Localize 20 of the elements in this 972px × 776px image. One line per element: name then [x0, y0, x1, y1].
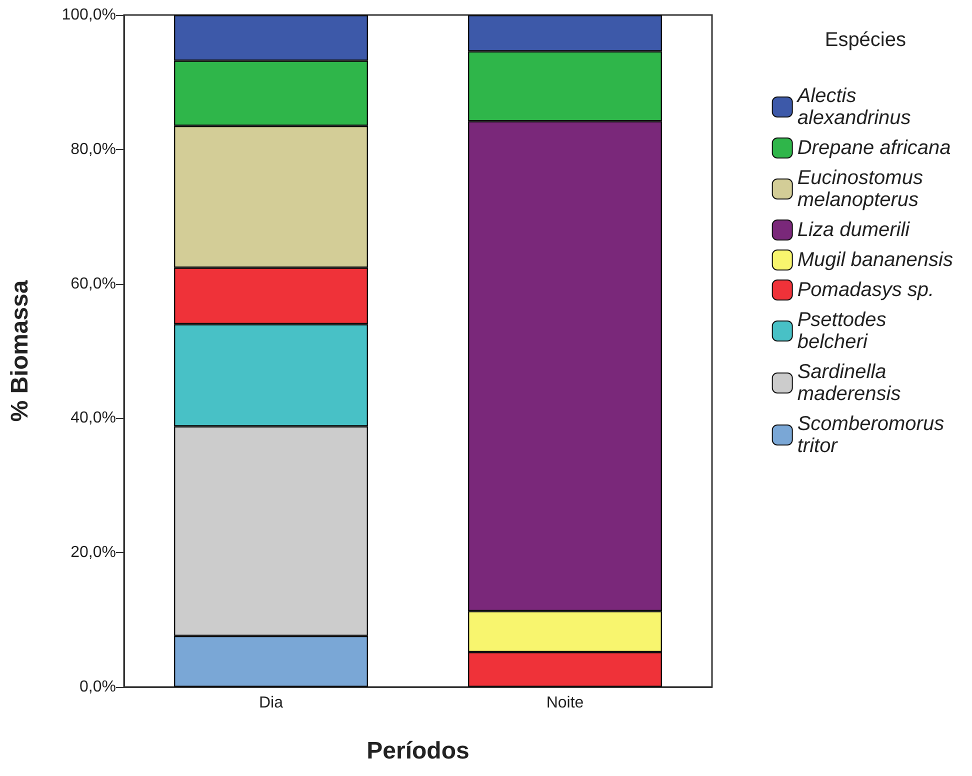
y-axis-title: % Biomassa	[6, 280, 34, 422]
y-tick-label: 20,0%	[70, 544, 116, 562]
y-tick-label: 60,0%	[70, 275, 116, 292]
legend-label: Drepane africana	[797, 137, 951, 159]
x-tick-label: Dia	[258, 694, 284, 712]
legend-label: Mugil bananensis	[797, 249, 953, 271]
legend-label: Scomberomorus tritor	[797, 413, 944, 457]
y-tick-label: 80,0%	[70, 140, 116, 158]
legend-title: Espécies	[824, 29, 906, 51]
legend-label: Pomadasys sp.	[797, 279, 934, 301]
y-tick-label: 100,0%	[62, 6, 116, 24]
y-tick-label: 40,0%	[70, 410, 116, 427]
legend-label: Liza dumerili	[797, 219, 910, 241]
legend-label: Sardinella maderensis	[797, 361, 901, 405]
y-tick-label: 0,0%	[80, 678, 116, 696]
x-tick-label: Noite	[546, 694, 584, 712]
legend-label: Eucinostomus melanopterus	[797, 167, 923, 211]
x-axis-title: Períodos	[366, 738, 470, 764]
legend-label: Alectis alexandrinus	[796, 85, 911, 129]
legend-label: Psettodes belcheri	[797, 309, 886, 353]
